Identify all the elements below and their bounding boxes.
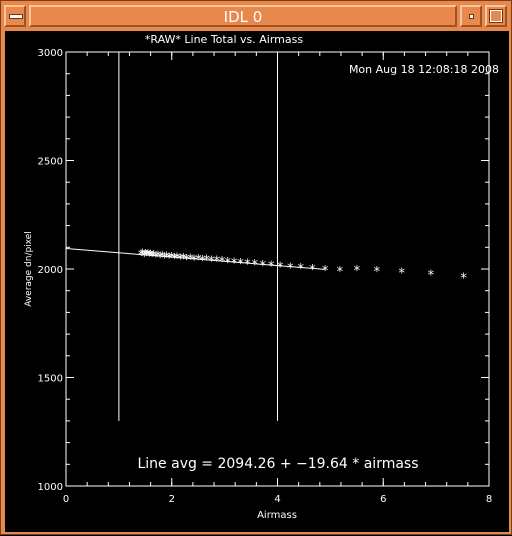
data-point: *	[460, 272, 467, 287]
data-point: *	[146, 250, 153, 265]
fit-line	[65, 248, 326, 270]
y-tick-label: 3000	[38, 48, 63, 59]
data-point: *	[180, 252, 187, 267]
data-point: *	[237, 257, 244, 272]
menu-bar-icon	[9, 14, 23, 19]
data-point: *	[149, 250, 156, 265]
y-tick-label: 1500	[38, 374, 63, 385]
data-point: *	[208, 255, 215, 270]
data-point: *	[161, 251, 168, 266]
window-title: IDL 0	[29, 5, 457, 27]
data-point: *	[151, 249, 158, 264]
data-point: *	[399, 267, 406, 282]
data-point: *	[174, 251, 181, 266]
data-point: *	[225, 256, 232, 271]
x-tick-label: 8	[486, 494, 492, 505]
maximize-icon	[489, 9, 503, 23]
y-tick-label: 2000	[38, 265, 63, 276]
data-point: *	[287, 261, 294, 276]
data-point: *	[298, 262, 305, 277]
data-point: *	[428, 269, 435, 284]
data-point: *	[155, 250, 162, 265]
x-tick-label: 0	[63, 494, 69, 505]
title-bar[interactable]: IDL 0	[1, 1, 511, 31]
y-tick-label: 1000	[38, 482, 63, 493]
data-point: *	[187, 252, 194, 267]
data-point: *	[354, 264, 361, 279]
data-point: *	[171, 252, 178, 267]
data-point: *	[213, 254, 220, 269]
x-tick-label: 4	[274, 494, 280, 505]
fit-equation: Line avg = 2094.26 + −19.64 * airmass	[137, 456, 418, 472]
data-point: *	[147, 249, 154, 264]
data-point: *	[195, 253, 202, 268]
data-point: *	[142, 248, 149, 263]
data-point: *	[219, 255, 226, 270]
data-point: *	[309, 263, 316, 278]
plot-canvas: *RAW* Line Total vs. Airmass Mon Aug 18 …	[5, 31, 509, 532]
data-point: *	[138, 249, 145, 264]
data-point: *	[166, 252, 173, 267]
data-point: *	[277, 260, 284, 275]
data-point: *	[153, 250, 160, 265]
plot-title: *RAW* Line Total vs. Airmass	[145, 33, 303, 46]
data-point: *	[259, 259, 266, 274]
data-point: *	[163, 250, 170, 265]
minimize-icon	[469, 14, 474, 19]
data-point: *	[139, 247, 146, 262]
airmass-marker-lines	[118, 52, 278, 421]
data-point: *	[322, 264, 329, 279]
maximize-button[interactable]	[485, 5, 507, 27]
data-point: *	[231, 256, 238, 271]
fit-line-group	[65, 248, 326, 270]
data-point: *	[199, 254, 206, 269]
axis-ticks: 0 2 4 6 8 1000 1500 2000 2500 3000	[38, 48, 493, 505]
window-menu-button[interactable]	[4, 5, 26, 27]
data-point: *	[252, 258, 259, 273]
data-point: *	[141, 250, 148, 265]
data-point: *	[143, 249, 150, 264]
plot-svg: *RAW* Line Total vs. Airmass Mon Aug 18 …	[24, 33, 499, 521]
minimize-button[interactable]	[460, 5, 482, 27]
y-tick-label: 2500	[38, 157, 63, 168]
y-axis-label: Average dn/pixel	[24, 231, 34, 307]
data-points: ******************************* * * * * * * * * *…	[138, 247, 468, 286]
x-tick-label: 2	[169, 494, 175, 505]
data-point: *	[169, 251, 176, 266]
data-point: *	[191, 253, 198, 268]
data-point: *	[177, 253, 184, 268]
data-point: *	[159, 250, 166, 265]
data-point: *	[157, 251, 164, 266]
data-point: *	[183, 253, 190, 268]
data-point: *	[244, 258, 251, 273]
x-axis-label: Airmass	[257, 510, 297, 521]
x-tick-label: 6	[380, 494, 386, 505]
data-point: *	[374, 265, 381, 280]
data-point: *	[203, 254, 210, 269]
timestamp: Mon Aug 18 12:08:18 2008	[349, 63, 499, 76]
data-point: *	[337, 265, 344, 280]
data-point: *	[145, 248, 152, 263]
data-point: *	[268, 260, 275, 275]
